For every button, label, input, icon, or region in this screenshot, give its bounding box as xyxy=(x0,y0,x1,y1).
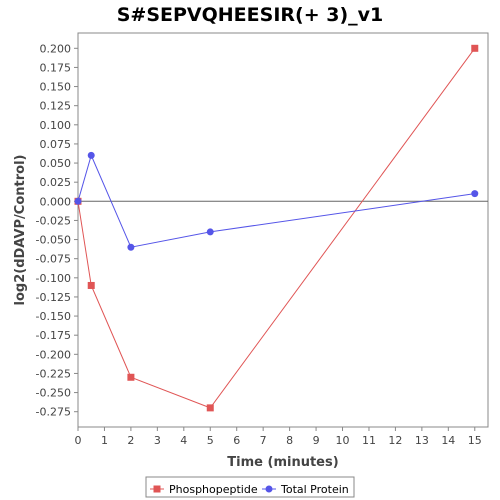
y-tick-label: -0.100 xyxy=(36,272,71,285)
legend-label: Total Protein xyxy=(280,483,349,496)
data-point xyxy=(127,373,135,381)
y-tick-label: 0.000 xyxy=(40,195,72,208)
y-tick-label: 0.125 xyxy=(40,100,72,113)
x-tick-label: 14 xyxy=(441,434,455,447)
x-tick-label: 15 xyxy=(468,434,482,447)
x-tick-label: 1 xyxy=(101,434,108,447)
x-tick-label: 5 xyxy=(207,434,214,447)
data-point xyxy=(74,197,82,205)
y-tick-label: -0.150 xyxy=(36,310,71,323)
data-point xyxy=(87,281,95,289)
x-axis: 0 1 2 3 4 5 6 7 8 9 10 11 12 13 14 15 xyxy=(75,427,482,447)
data-point xyxy=(127,243,135,251)
y-tick-label: -0.125 xyxy=(36,291,71,304)
x-tick-label: 6 xyxy=(233,434,240,447)
data-point xyxy=(471,190,479,198)
y-tick-label: -0.200 xyxy=(36,348,71,361)
y-tick-label: 0.075 xyxy=(40,138,72,151)
y-tick-label: -0.025 xyxy=(36,214,71,227)
y-tick-label: 0.050 xyxy=(40,157,72,170)
plot-area xyxy=(77,32,489,428)
y-tick-label: -0.175 xyxy=(36,329,71,342)
x-tick-label: 10 xyxy=(336,434,350,447)
legend-marker xyxy=(265,485,273,493)
x-tick-label: 3 xyxy=(154,434,161,447)
y-tick-label: -0.250 xyxy=(36,387,71,400)
legend-box xyxy=(145,476,355,498)
x-tick-label: 13 xyxy=(415,434,429,447)
x-tick-label: 9 xyxy=(313,434,320,447)
data-point xyxy=(87,151,95,159)
x-tick-label: 0 xyxy=(75,434,82,447)
y-tick-label: -0.075 xyxy=(36,253,71,266)
legend-label: Phosphopeptide xyxy=(169,483,258,496)
legend-marker xyxy=(153,485,161,493)
y-tick-label: 0.025 xyxy=(40,176,72,189)
y-tick-label: -0.225 xyxy=(36,367,71,380)
series-layer xyxy=(74,44,479,412)
y-tick-label: -0.050 xyxy=(36,234,71,247)
y-tick-label: 0.175 xyxy=(40,61,72,74)
x-tick-label: 7 xyxy=(260,434,267,447)
y-tick-label: -0.275 xyxy=(36,406,71,419)
chart-title: S#SEPVQHEESIR(+ 3)_v1 xyxy=(117,4,384,26)
x-tick-label: 2 xyxy=(127,434,134,447)
data-point xyxy=(206,228,214,236)
legend: Phosphopeptide Total Protein xyxy=(145,476,355,498)
y-tick-label: 0.100 xyxy=(40,119,72,132)
y-axis-title: log2(dDAVP/Control) xyxy=(13,155,28,306)
y-axis: -0.275 -0.250 -0.225 -0.200 -0.175 -0.150 -0.1… xyxy=(36,42,78,419)
x-tick-label: 4 xyxy=(180,434,187,447)
x-axis-title: Time (minutes) xyxy=(227,455,338,470)
x-tick-label: 11 xyxy=(362,434,376,447)
data-point xyxy=(471,44,479,52)
data-point xyxy=(206,404,214,412)
y-tick-label: 0.150 xyxy=(40,81,72,94)
y-tick-label: 0.200 xyxy=(40,42,72,55)
x-tick-label: 8 xyxy=(286,434,293,447)
x-tick-label: 12 xyxy=(388,434,402,447)
